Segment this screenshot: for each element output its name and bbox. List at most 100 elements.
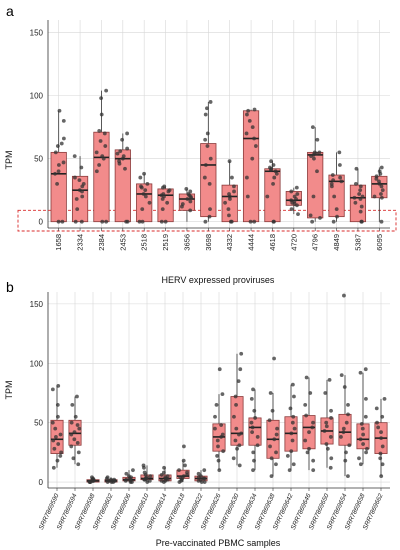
data-point — [73, 175, 77, 180]
data-point — [334, 207, 339, 211]
data-point — [379, 474, 384, 479]
data-point — [329, 456, 334, 461]
data-point — [160, 207, 165, 211]
x-tick-label: 3656 — [182, 234, 191, 251]
data-point — [59, 450, 63, 455]
data-point — [71, 456, 76, 461]
data-point — [57, 163, 61, 167]
data-point — [167, 188, 172, 193]
data-point — [290, 382, 295, 387]
data-point — [358, 437, 363, 442]
data-point — [315, 169, 319, 174]
data-point — [346, 474, 350, 479]
data-point — [324, 424, 329, 429]
data-point — [339, 435, 343, 439]
data-point — [235, 446, 239, 451]
x-tick-label: 4796 — [311, 234, 320, 251]
data-point — [357, 192, 362, 196]
data-point — [249, 420, 254, 425]
data-point — [205, 131, 210, 136]
data-point — [252, 219, 257, 224]
data-point — [329, 416, 333, 420]
data-point — [312, 150, 317, 155]
data-point — [335, 214, 339, 219]
data-point — [97, 129, 102, 133]
data-point — [290, 438, 295, 443]
data-point — [379, 436, 383, 441]
data-point — [250, 430, 255, 435]
data-point — [269, 456, 274, 461]
data-point — [380, 462, 385, 467]
y-tick-label: 0 — [39, 478, 44, 487]
data-point — [379, 195, 384, 200]
data-point — [162, 184, 167, 189]
data-point — [296, 212, 300, 217]
data-point — [332, 194, 337, 199]
data-point — [208, 100, 213, 104]
y-tick-label: 50 — [34, 155, 43, 164]
data-point — [295, 192, 300, 196]
data-point — [94, 169, 99, 174]
data-point — [118, 149, 123, 154]
data-point — [364, 397, 368, 401]
box-2519 — [157, 188, 174, 223]
data-point — [161, 192, 166, 196]
data-point — [291, 414, 296, 419]
y-tick-label: 100 — [30, 359, 44, 368]
data-point — [70, 402, 75, 407]
data-point — [121, 154, 126, 159]
data-point — [270, 408, 275, 413]
data-point — [311, 468, 316, 473]
box-5387 — [349, 184, 367, 223]
data-point — [103, 144, 108, 148]
data-point — [360, 194, 365, 199]
data-point — [253, 144, 258, 148]
data-point — [310, 219, 315, 224]
data-point — [377, 179, 381, 184]
panel-a-y-axis-title: TPM — [4, 151, 14, 170]
data-point — [213, 426, 217, 431]
data-point — [289, 431, 294, 436]
data-point — [374, 174, 379, 179]
data-point — [148, 474, 153, 479]
data-point — [69, 432, 74, 437]
data-point — [98, 139, 103, 143]
data-point — [75, 207, 80, 211]
data-point — [76, 450, 81, 455]
data-point — [233, 394, 238, 399]
data-point — [124, 477, 129, 482]
data-point — [250, 156, 255, 161]
data-point — [220, 432, 225, 437]
data-point — [109, 477, 113, 482]
panel-a-chart: TPM HERV expressed proviruses 0 50 100 150 1… — [4, 20, 397, 285]
data-point — [99, 112, 104, 117]
data-point — [303, 438, 308, 443]
data-point — [221, 449, 226, 454]
data-point — [244, 131, 249, 136]
data-point — [344, 450, 348, 455]
x-tick-label: 4332 — [225, 234, 234, 251]
data-point — [147, 200, 152, 205]
data-point — [273, 169, 278, 174]
data-point — [56, 383, 61, 388]
data-point — [73, 219, 78, 224]
data-point — [203, 219, 208, 224]
data-point — [213, 414, 217, 419]
data-point — [180, 202, 185, 206]
data-point — [127, 474, 131, 479]
data-point — [237, 463, 242, 468]
data-point — [363, 367, 368, 372]
data-point — [359, 204, 364, 209]
data-point — [307, 446, 311, 451]
data-point — [353, 200, 358, 205]
x-tick-label: 6095 — [375, 234, 384, 251]
data-point — [125, 219, 130, 224]
data-point — [141, 463, 146, 468]
y-tick-label: 50 — [34, 419, 43, 428]
data-point — [61, 136, 66, 141]
data-point — [233, 438, 238, 443]
data-point — [234, 402, 238, 407]
data-point — [145, 181, 150, 186]
box-3698 — [200, 143, 217, 218]
data-point — [328, 465, 333, 470]
